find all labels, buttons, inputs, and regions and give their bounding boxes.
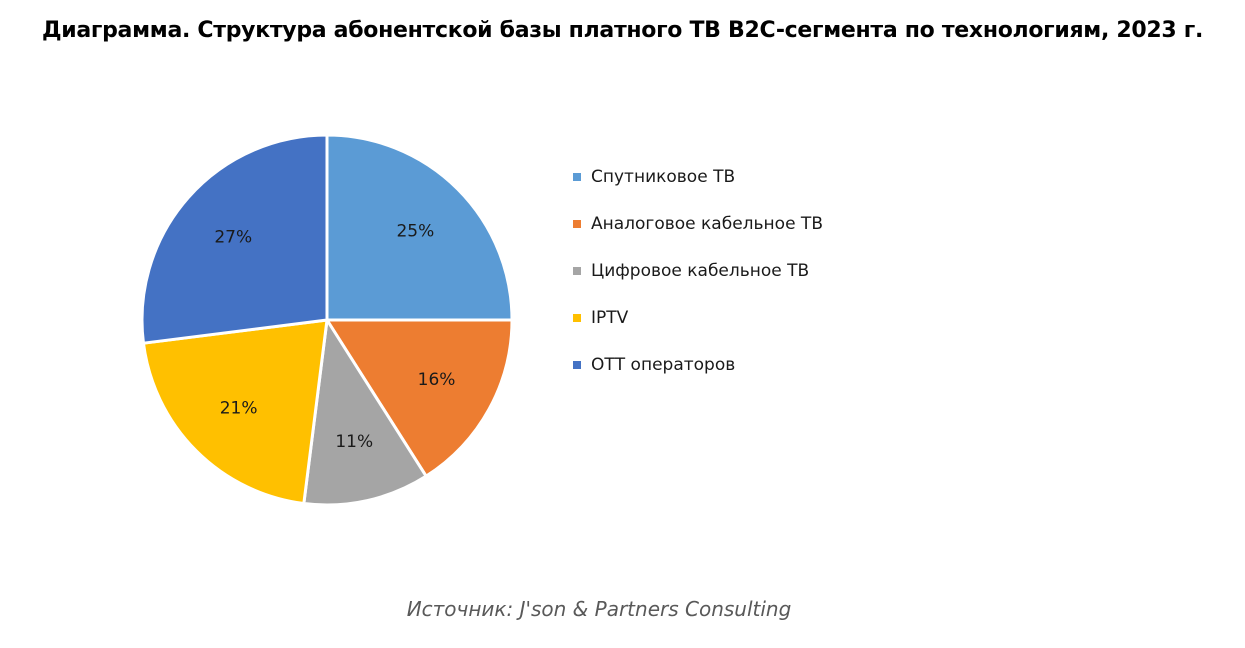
legend-label: Цифровое кабельное ТВ — [591, 260, 810, 281]
source-note: Источник: J'son & Partners Consulting — [406, 597, 792, 621]
legend-label: Аналоговое кабельное ТВ — [591, 213, 823, 234]
legend-item: ОТТ операторов — [573, 341, 823, 388]
legend-label: IPTV — [591, 307, 629, 328]
legend-label: ОТТ операторов — [591, 354, 736, 375]
pie-slice-3 — [302, 318, 428, 507]
legend-swatch — [573, 360, 581, 369]
legend-item: IPTV — [573, 294, 823, 341]
slice-label-2: 16% — [418, 370, 456, 390]
pie-slice-4 — [141, 318, 329, 506]
slice-label-4: 21% — [220, 398, 258, 418]
slice-label-3: 11% — [335, 432, 373, 452]
pie-slice-1 — [325, 133, 514, 322]
legend-item: Цифровое кабельное ТВ — [573, 247, 823, 294]
slice-label-1: 25% — [396, 222, 434, 242]
legend-label: Спутниковое ТВ — [591, 166, 736, 187]
legend-item: Спутниковое ТВ — [573, 153, 823, 200]
legend-swatch — [573, 313, 581, 322]
chart-title: Диаграмма. Структура абонентской базы пл… — [41, 18, 1204, 43]
pie-slices — [140, 133, 514, 507]
pie-labels: 25% 16% 11% 21% 27% — [214, 222, 455, 452]
pie-slice-2 — [325, 318, 514, 478]
slice-label-5: 27% — [214, 227, 252, 247]
pie-slice-5 — [140, 133, 329, 345]
legend-item: Аналоговое кабельное ТВ — [573, 200, 823, 247]
legend-swatch — [573, 219, 581, 228]
legend: Спутниковое ТВ Аналоговое кабельное ТВ Циф… — [573, 153, 823, 388]
legend-swatch — [573, 266, 581, 275]
legend-swatch — [573, 172, 581, 181]
